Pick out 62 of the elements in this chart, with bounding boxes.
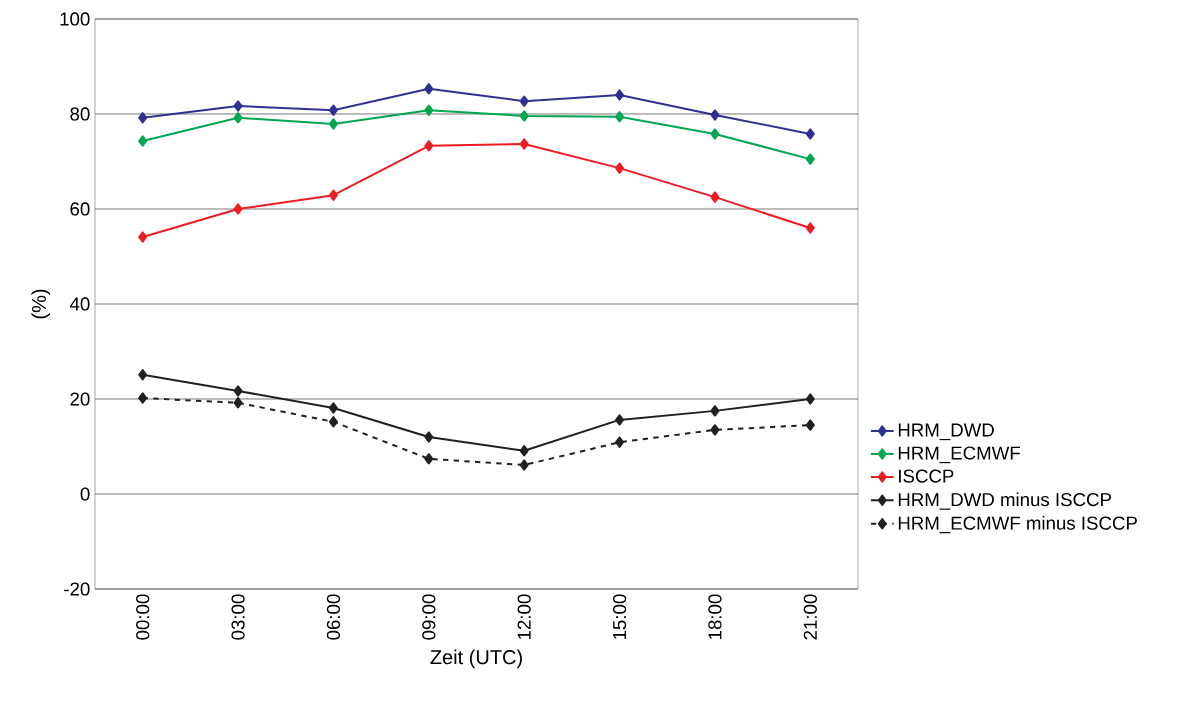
point <box>615 436 625 448</box>
point <box>805 393 815 405</box>
legend-label: HRM_DWD minus ISCCP <box>898 492 1111 510</box>
point <box>138 392 148 404</box>
point <box>138 231 148 243</box>
y-tick-label: 20 <box>70 392 90 406</box>
x-tick-label: 03:00 <box>231 594 245 640</box>
point <box>805 153 815 165</box>
point <box>615 162 625 174</box>
x-tick-label: 09:00 <box>422 594 436 640</box>
x-tick-label: 00:00 <box>136 594 150 640</box>
legend-label: HRM_DWD <box>898 423 994 441</box>
point <box>805 222 815 234</box>
x-axis-title: Zeit (UTC) <box>430 649 522 669</box>
x-tick-label: 18:00 <box>708 594 722 639</box>
y-tick-label: 40 <box>69 297 90 311</box>
point <box>233 203 243 215</box>
point <box>328 189 338 201</box>
point <box>805 128 815 140</box>
x-tick-label: 15:00 <box>612 594 627 639</box>
point <box>328 118 338 130</box>
point <box>710 424 720 436</box>
point <box>424 104 434 116</box>
y-tick-label: 60 <box>70 202 90 216</box>
point <box>424 83 434 95</box>
point <box>233 112 243 124</box>
point <box>424 431 434 443</box>
point <box>805 419 815 431</box>
point <box>328 104 338 116</box>
y-tick-label: 100 <box>60 12 90 26</box>
point <box>424 453 434 465</box>
point <box>138 112 148 124</box>
x-tick-label: 12:00 <box>517 594 531 639</box>
point <box>328 402 338 414</box>
y-tick-label: 80 <box>70 107 90 121</box>
y-tick-label: 0 <box>80 487 90 501</box>
point <box>710 191 720 203</box>
legend-label: ISCCP <box>899 469 954 483</box>
y-axis-title: (%) <box>31 289 50 319</box>
point <box>615 89 625 101</box>
point <box>138 135 148 147</box>
point <box>233 385 243 397</box>
point <box>424 140 434 152</box>
y-tick-label: -20 <box>64 582 90 596</box>
point <box>710 405 720 417</box>
point <box>233 397 243 409</box>
point <box>519 95 529 107</box>
point <box>328 416 338 428</box>
point <box>519 445 529 457</box>
point <box>710 109 720 121</box>
point <box>233 100 243 112</box>
x-tick-label: 21:00 <box>803 594 817 640</box>
point <box>615 414 625 426</box>
point <box>519 138 529 150</box>
point <box>519 459 529 471</box>
legend-label: HRM_ECMWF <box>898 446 1020 464</box>
point <box>615 111 625 123</box>
point <box>710 128 720 140</box>
point <box>519 110 529 122</box>
legend-label: HRM_ECMWF minus ISCCP <box>898 516 1137 534</box>
point <box>138 369 148 381</box>
x-tick-label: 06:00 <box>326 594 341 640</box>
